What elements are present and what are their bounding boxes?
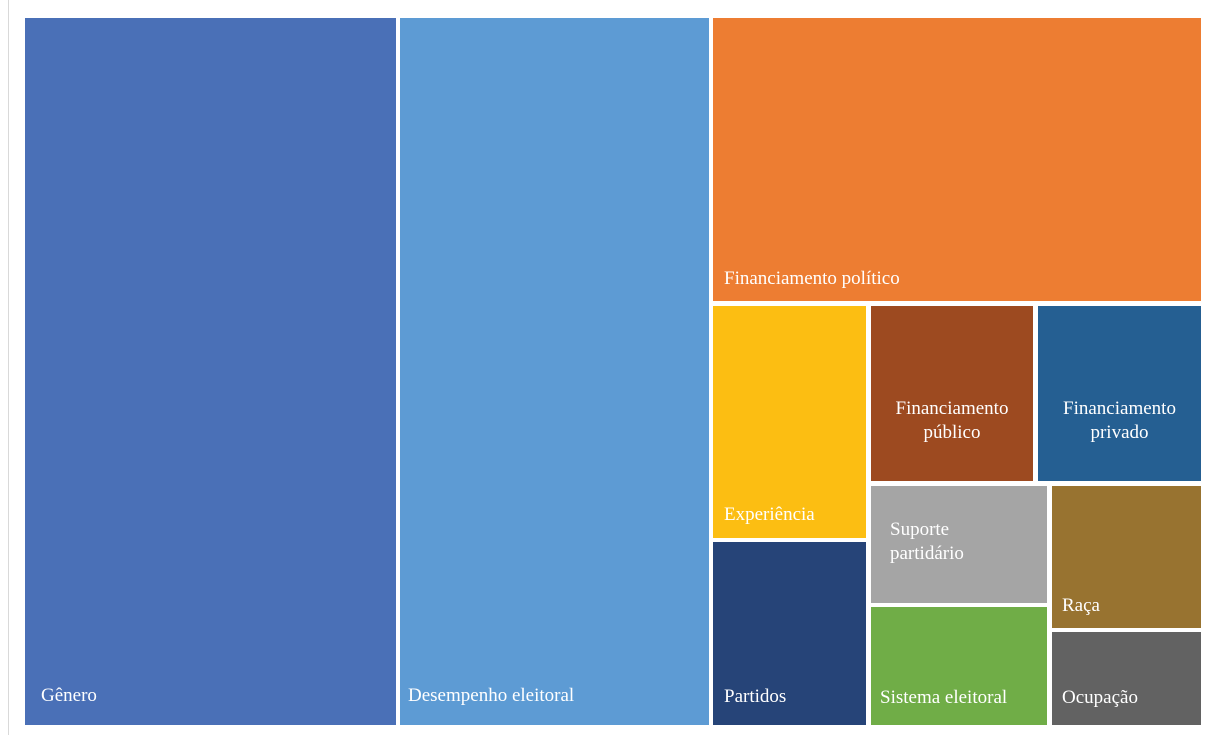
treemap-label-ocupacao: Ocupação [1062, 687, 1138, 708]
treemap-label-financiamento-politico: Financiamento político [724, 268, 900, 289]
treemap-tile-ocupacao: Ocupação [1052, 632, 1201, 725]
treemap-tile-raca: Raça [1052, 486, 1201, 628]
treemap-label-experiencia: Experiência [724, 504, 815, 525]
chart-frame [8, 0, 1203, 735]
treemap-tile-sistema-eleitoral: Sistema eleitoral [871, 607, 1047, 725]
treemap-tile-financiamento-politico: Financiamento político [713, 18, 1201, 301]
treemap-tile-experiencia: Experiência [713, 306, 866, 538]
treemap-tile-desempenho-eleitoral: Desempenho eleitoral [400, 18, 709, 725]
treemap-label-sistema-eleitoral: Sistema eleitoral [880, 687, 1008, 708]
treemap-label-financiamento-publico: Financiamento público [895, 398, 1009, 443]
treemap-label-partidos: Partidos [724, 686, 787, 707]
treemap-label-suporte-partidario: Suporte partidário [890, 519, 964, 564]
treemap-tile-genero: Gênero [25, 18, 396, 725]
treemap-tile-partidos: Partidos [713, 542, 866, 725]
treemap-label-desempenho-eleitoral: Desempenho eleitoral [408, 685, 575, 706]
treemap-tile-financiamento-privado: Financiamento privado [1038, 306, 1201, 481]
treemap-tile-suporte-partidario: Suporte partidário [871, 486, 1047, 603]
treemap-label-genero: Gênero [41, 685, 97, 706]
treemap-label-raca: Raça [1062, 595, 1100, 616]
treemap-tile-financiamento-publico: Financiamento público [871, 306, 1033, 481]
treemap-label-financiamento-privado: Financiamento privado [1063, 398, 1176, 443]
